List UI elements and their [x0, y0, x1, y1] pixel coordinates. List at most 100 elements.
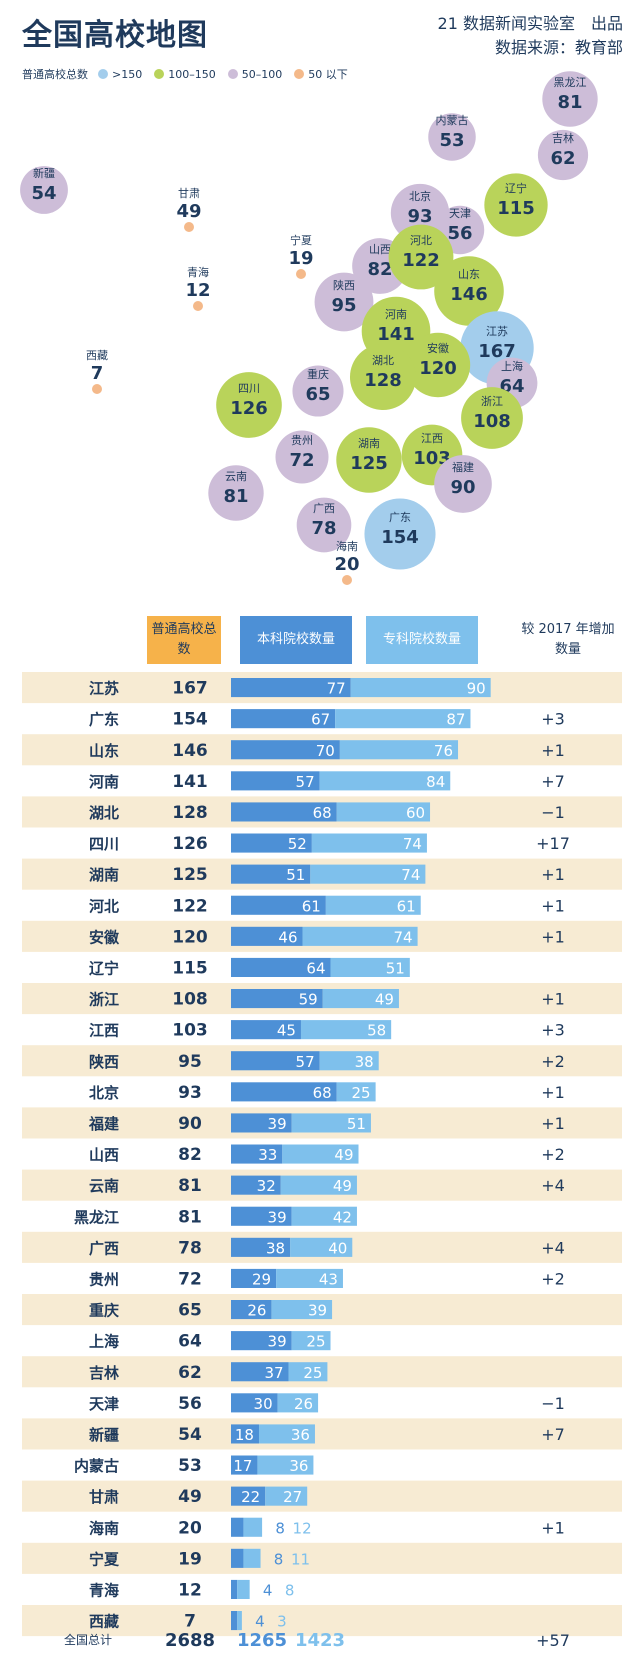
label-ben: 64 — [306, 959, 325, 977]
bubble — [20, 166, 68, 214]
row-increase: +1 — [541, 896, 565, 915]
bar-zhuan — [243, 1548, 261, 1568]
label-ben: 52 — [288, 835, 307, 853]
legend-item-label: 50 以下 — [308, 68, 348, 81]
bar-ben — [231, 740, 340, 760]
bar-zhuan — [311, 833, 427, 853]
bubble — [434, 256, 504, 326]
bar-ben — [231, 1237, 291, 1257]
table-row: 安徽 120 46 74 +1 — [22, 920, 622, 952]
bubble — [461, 387, 523, 449]
label-zhuan: 84 — [426, 773, 445, 791]
label-ben: 57 — [296, 1053, 315, 1071]
credit-line-1: 21 数据新闻实验室 出品 — [437, 14, 623, 33]
row-province: 湖北 — [89, 804, 119, 822]
table-row: 湖南 125 51 74 +1 — [22, 858, 622, 890]
table-row: 西藏 7 4 3 — [22, 1605, 622, 1637]
legend-dot — [154, 69, 165, 79]
map-point: 山东 146 — [434, 256, 504, 326]
bar-zhuan — [288, 1362, 328, 1382]
page-title: 全国高校地图 — [22, 18, 208, 53]
row-total: 167 — [172, 679, 208, 699]
row-province: 江西 — [89, 1022, 119, 1040]
legend-item: 50 以下 — [294, 66, 348, 82]
bubble — [342, 575, 352, 585]
legend-item-label: >150 — [112, 67, 143, 81]
bar-ben — [231, 1020, 301, 1040]
province-value: 12 — [185, 280, 210, 301]
label-ben: 77 — [327, 680, 346, 698]
bar-zhuan — [290, 1237, 353, 1257]
row-province: 北京 — [89, 1084, 119, 1102]
row-stripe — [22, 1418, 622, 1450]
bar-zhuan — [257, 1455, 314, 1475]
province-name: 黑龙江 — [554, 76, 587, 89]
bar-ben — [231, 957, 331, 977]
province-name: 湖北 — [372, 354, 394, 367]
row-province: 四川 — [89, 835, 119, 853]
bubble — [405, 332, 471, 398]
bubble — [388, 224, 454, 290]
row-total: 146 — [172, 741, 208, 761]
label-zhuan: 74 — [403, 835, 422, 853]
province-name: 甘肃 — [178, 187, 200, 200]
row-increase: +1 — [541, 741, 565, 760]
table-row: 天津 56 30 26 −1 — [89, 1393, 565, 1414]
map-point: 四川 126 — [216, 372, 282, 438]
row-province: 云南 — [89, 1177, 119, 1195]
province-name: 安徽 — [427, 341, 449, 355]
label-ben: 39 — [268, 1115, 287, 1133]
bar-ben — [231, 1144, 283, 1164]
map-point: 安徽 120 — [405, 332, 471, 398]
label-ben: 26 — [247, 1302, 266, 1320]
map-point: 河北 122 — [388, 224, 454, 290]
province-name: 新疆 — [33, 166, 55, 180]
table-row: 青海 12 4 8 — [89, 1579, 294, 1600]
bar-zhuan — [325, 895, 421, 915]
label-zhuan: 51 — [386, 959, 405, 977]
province-name: 青海 — [187, 265, 209, 279]
row-increase: +3 — [541, 710, 565, 729]
label-zhuan: 51 — [347, 1115, 366, 1133]
row-total: 82 — [178, 1145, 202, 1165]
map-point: 浙江 108 — [461, 387, 523, 449]
bar-ben — [231, 1393, 278, 1413]
row-increase: −1 — [541, 803, 565, 822]
footer-ben: 1265 — [237, 1630, 287, 1651]
bar-ben — [231, 895, 326, 915]
row-stripe — [22, 1605, 622, 1637]
table-row: 江西 103 45 58 +3 — [89, 1020, 565, 1041]
bubble — [314, 272, 374, 332]
bubble — [216, 372, 282, 438]
row-increase: +1 — [541, 1518, 565, 1537]
table-row: 河南 141 57 84 +7 — [89, 771, 565, 792]
map-point: 云南 81 — [208, 465, 264, 521]
province-value: 65 — [305, 384, 330, 405]
label-ben: 18 — [235, 1426, 254, 1444]
row-province: 西藏 — [89, 1613, 119, 1631]
header-zhuan: 专科院校数量 — [366, 616, 478, 664]
row-increase: +2 — [541, 1145, 565, 1164]
bar-zhuan — [291, 1206, 357, 1226]
bar-ben — [231, 1082, 337, 1102]
row-province: 广东 — [89, 711, 119, 729]
footer-zhuan: 1423 — [295, 1630, 345, 1651]
label-ben: 39 — [268, 1208, 287, 1226]
bar-zhuan — [243, 1517, 263, 1537]
legend-item: 50–100 — [227, 68, 282, 81]
row-total: 81 — [178, 1207, 202, 1227]
table-row: 湖北 128 68 60 −1 — [22, 796, 622, 828]
province-value: 141 — [377, 324, 415, 345]
table-row: 北京 93 68 25 +1 — [89, 1082, 565, 1103]
bubble — [336, 427, 402, 493]
legend-item: >150 — [98, 68, 142, 81]
row-total: 126 — [172, 834, 208, 854]
province-name: 山西 — [369, 243, 391, 256]
row-province: 河北 — [89, 897, 119, 915]
row-province: 甘肃 — [89, 1488, 119, 1506]
row-total: 122 — [172, 896, 208, 916]
row-total: 103 — [172, 1021, 208, 1041]
